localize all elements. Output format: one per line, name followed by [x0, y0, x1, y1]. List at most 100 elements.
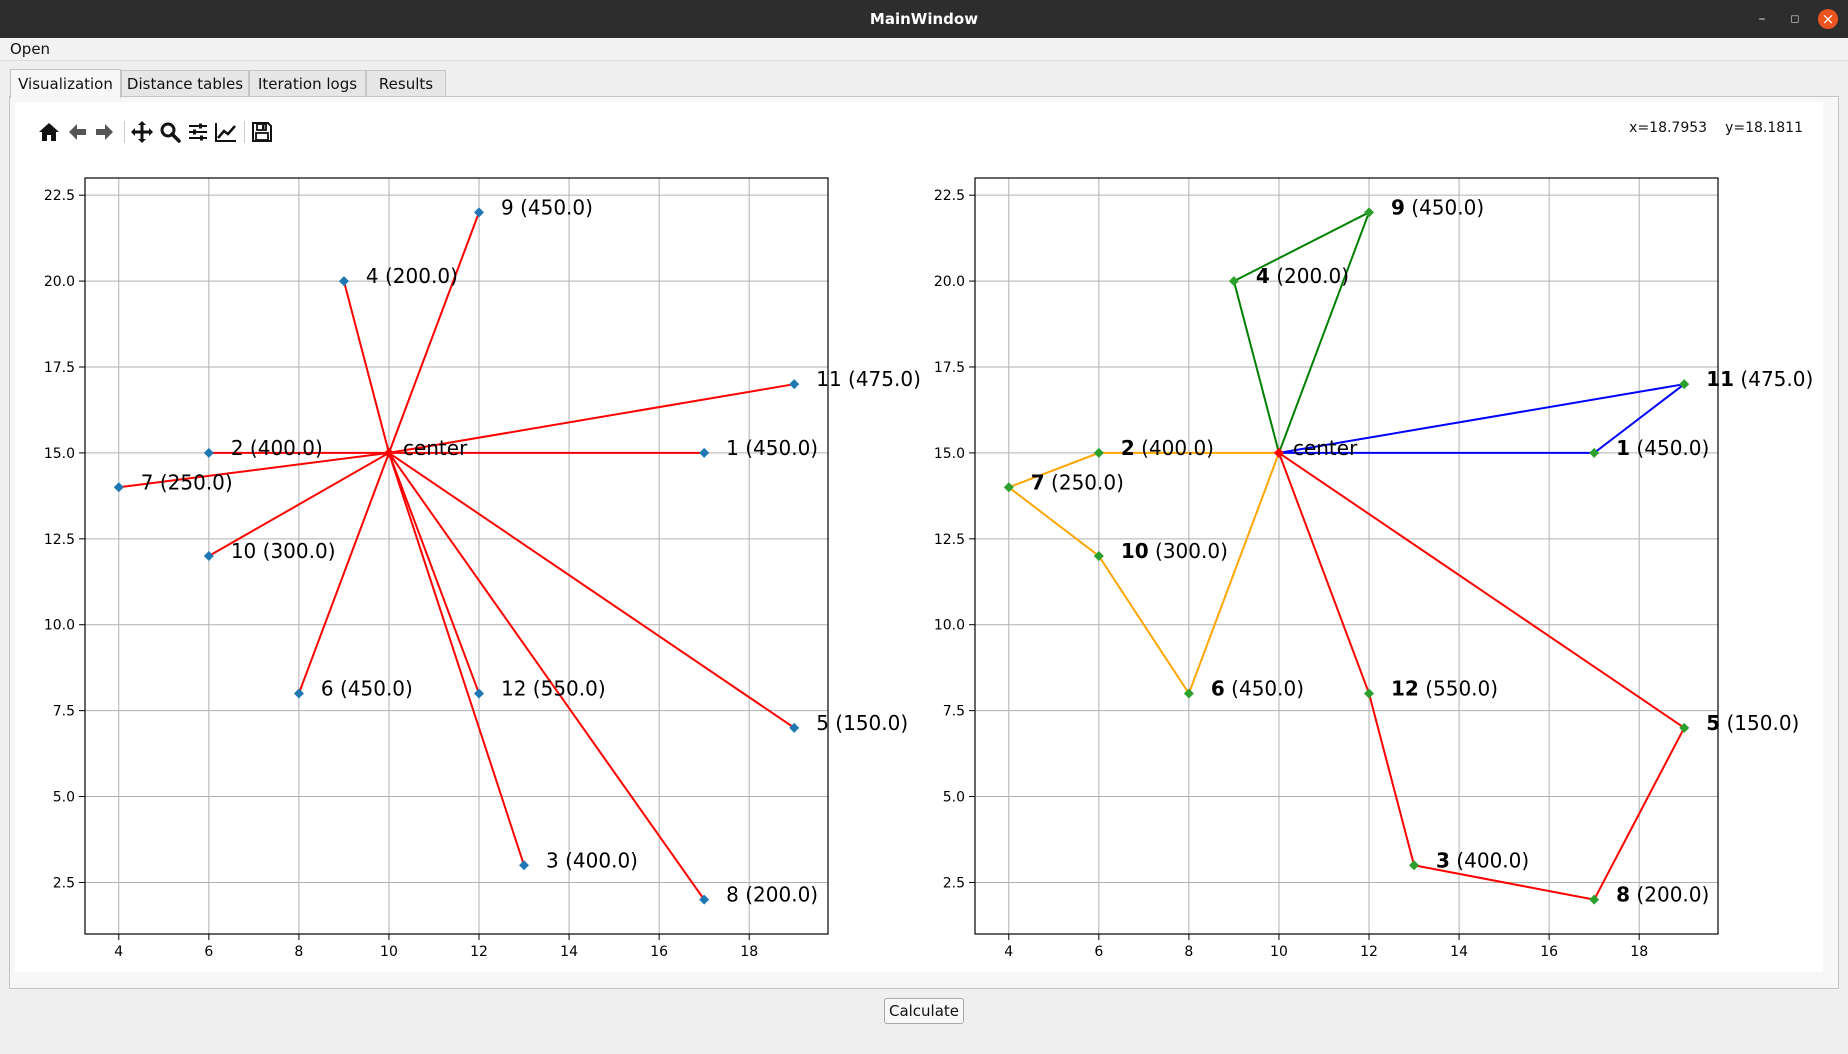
y-tick-label: 7.5: [53, 704, 75, 720]
x-tick-label: 14: [560, 944, 578, 960]
point-label: 8 (200.0): [726, 883, 818, 907]
route-line: [388, 383, 795, 454]
point-marker: [789, 722, 800, 733]
point-marker: [1093, 447, 1104, 458]
route-line: [1006, 451, 1280, 696]
toolbar-separator: [124, 121, 125, 143]
plot-frame: [974, 177, 1719, 935]
y-tick-label: 5.0: [943, 790, 965, 806]
x-tick-label: 4: [1004, 944, 1013, 960]
x-tick-label: 12: [1360, 944, 1378, 960]
point-marker: [1183, 688, 1194, 699]
close-icon[interactable]: ×: [1818, 9, 1838, 29]
point-marker: [474, 688, 485, 699]
calculate-button[interactable]: Calculate: [884, 998, 964, 1024]
point-label: 2 (400.0): [231, 436, 323, 460]
figure-canvas: x=18.7953 y=18.1811 4 6 8 10 12 14 16 18 2.5 5.0 7.…: [15, 102, 1823, 972]
point-marker: [699, 894, 710, 905]
point-marker: [1228, 276, 1239, 287]
tab-visualization[interactable]: Visualization: [10, 69, 121, 98]
save-icon[interactable]: [248, 117, 276, 147]
y-tick-label: 2.5: [943, 875, 965, 891]
x-tick-label: 12: [470, 944, 488, 960]
point-label: 6 (450.0): [1211, 676, 1304, 700]
route-line: [388, 212, 480, 454]
x-tick-label: 14: [1450, 944, 1468, 960]
point-label: 9 (450.0): [1391, 195, 1484, 219]
point-label: 10 (300.0): [1121, 539, 1228, 563]
route-line: [388, 452, 525, 866]
point-marker: [1589, 447, 1600, 458]
point-marker: [474, 207, 485, 218]
x-tick-label: 6: [1094, 944, 1103, 960]
point-label: 1 (450.0): [726, 436, 818, 460]
point-marker: [1409, 860, 1420, 871]
y-tick-label: 10.0: [934, 618, 965, 634]
route-line: [388, 452, 480, 694]
y-tick-label: 7.5: [943, 704, 965, 720]
coord-y: y=18.1811: [1725, 120, 1803, 136]
y-tick-label: 12.5: [44, 532, 75, 548]
point-label: 12 (550.0): [501, 676, 606, 700]
tab-results[interactable]: Results: [366, 70, 446, 97]
menu-open[interactable]: Open: [10, 40, 51, 58]
point-marker: [1679, 722, 1690, 733]
y-tick-label: 17.5: [934, 360, 965, 376]
x-tick-label: 8: [294, 944, 303, 960]
x-tick-label: 18: [740, 944, 758, 960]
point-marker: [338, 276, 349, 287]
point-marker: [293, 688, 304, 699]
center-label: center: [403, 436, 468, 460]
x-tick-label: 16: [650, 944, 668, 960]
x-tick-label: 4: [114, 944, 123, 960]
point-label: 2 (400.0): [1121, 436, 1214, 460]
point-marker: [789, 379, 800, 390]
maximize-icon[interactable]: ◻: [1790, 12, 1800, 25]
tab-iteration-logs[interactable]: Iteration logs: [249, 70, 366, 97]
axes-edit-icon[interactable]: [212, 117, 240, 147]
point-label: 3 (400.0): [1436, 848, 1529, 872]
point-marker: [1589, 894, 1600, 905]
point-marker: [1679, 379, 1690, 390]
zoom-icon[interactable]: [156, 117, 184, 147]
point-label: 9 (450.0): [501, 195, 593, 219]
point-label: 4 (200.0): [366, 264, 458, 288]
y-tick-label: 12.5: [934, 532, 965, 548]
point-marker: [699, 447, 710, 458]
y-tick-label: 17.5: [44, 360, 75, 376]
point-label: 5 (150.0): [1706, 711, 1799, 735]
center-marker: [383, 447, 394, 458]
y-tick-label: 20.0: [44, 274, 75, 290]
y-tick-label: 20.0: [934, 274, 965, 290]
route-line: [1232, 210, 1371, 454]
subplots-config-icon[interactable]: [184, 117, 212, 147]
coord-x: x=18.7953: [1629, 120, 1708, 136]
x-tick-label: 18: [1630, 944, 1648, 960]
route-line: [118, 451, 390, 489]
x-tick-label: 10: [380, 944, 398, 960]
y-tick-label: 22.5: [44, 188, 75, 204]
minimize-icon[interactable]: –: [1758, 11, 1766, 27]
back-arrow-icon[interactable]: [63, 117, 91, 147]
plot-frame: [84, 177, 829, 935]
home-icon[interactable]: [35, 117, 63, 147]
y-tick-label: 15.0: [44, 446, 75, 462]
point-label: 1 (450.0): [1616, 436, 1709, 460]
tab-distance-tables[interactable]: Distance tables: [121, 70, 249, 97]
point-label: 10 (300.0): [231, 539, 336, 563]
route-line: [1278, 452, 1686, 901]
pan-icon[interactable]: [128, 117, 156, 147]
forward-arrow-icon[interactable]: [91, 117, 119, 147]
point-marker: [1364, 688, 1375, 699]
route-line: [342, 280, 390, 454]
route-line: [388, 452, 795, 729]
route-line: [297, 452, 390, 694]
point-label: 7 (250.0): [141, 470, 233, 494]
point-marker: [203, 551, 214, 561]
y-tick-label: 10.0: [44, 618, 75, 634]
plots-svg: 4 6 8 10 12 14 16 18 2.5 5.0 7.5 10.0 12.5 15.0 17.5 20…: [44, 177, 1813, 960]
center-label: center: [1293, 436, 1358, 460]
x-tick-label: 6: [204, 944, 213, 960]
center-marker: [1273, 447, 1284, 458]
route-line: [208, 452, 390, 557]
